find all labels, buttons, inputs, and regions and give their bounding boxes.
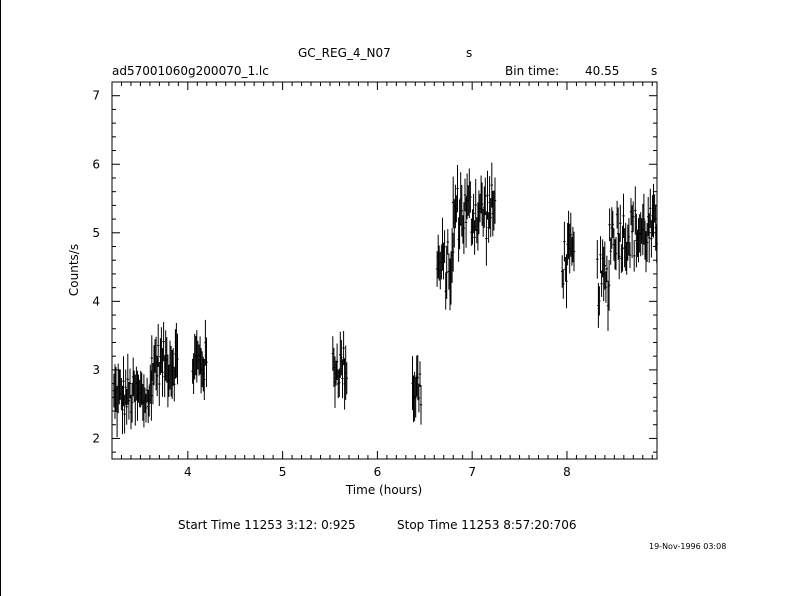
data-series bbox=[112, 162, 658, 438]
y-tick-label: 4 bbox=[92, 294, 100, 308]
bin-time-unit: s bbox=[651, 64, 658, 78]
y-tick-label: 7 bbox=[92, 89, 100, 103]
window-edge bbox=[0, 0, 1, 596]
plot-title-unit: s bbox=[466, 46, 473, 60]
data-segment bbox=[452, 162, 497, 266]
file-name: ad57001060g200070_1.lc bbox=[112, 64, 269, 78]
data-segment bbox=[331, 331, 348, 410]
timestamp: 19-Nov-1996 03:08 bbox=[649, 542, 727, 551]
y-axis-label: Counts/s bbox=[67, 244, 81, 296]
data-segment bbox=[608, 183, 658, 280]
y-tick-label: 5 bbox=[92, 226, 100, 240]
plot-title: GC_REG_4_N07 bbox=[298, 46, 391, 60]
data-segment bbox=[191, 319, 208, 400]
y-tick-label: 2 bbox=[92, 431, 100, 445]
y-axis: 2 3 4 5 6 7 bbox=[92, 81, 657, 453]
x-tick-label: 4 bbox=[184, 465, 192, 479]
x-tick-label: 5 bbox=[279, 465, 287, 479]
data-segment bbox=[435, 217, 455, 311]
data-segment bbox=[150, 321, 179, 408]
x-axis: 4 5 6 7 8 bbox=[111, 82, 653, 479]
data-segment bbox=[596, 236, 611, 331]
x-tick-label: 6 bbox=[374, 465, 382, 479]
data-segment bbox=[112, 353, 153, 438]
bin-time-label: Bin time: bbox=[505, 64, 560, 78]
data-segment bbox=[411, 355, 423, 425]
stop-time: Stop Time 11253 8:57:20:706 bbox=[397, 518, 577, 532]
plot-frame bbox=[111, 81, 658, 460]
y-tick-label: 6 bbox=[92, 157, 100, 171]
bin-time-value: 40.55 bbox=[585, 64, 620, 78]
y-tick-label: 3 bbox=[92, 363, 100, 377]
start-time: Start Time 11253 3:12: 0:925 bbox=[178, 518, 356, 532]
x-axis-label: Time (hours) bbox=[345, 483, 422, 497]
data-segment bbox=[561, 210, 576, 309]
x-tick-label: 7 bbox=[468, 465, 476, 479]
x-tick-label: 8 bbox=[563, 465, 571, 479]
